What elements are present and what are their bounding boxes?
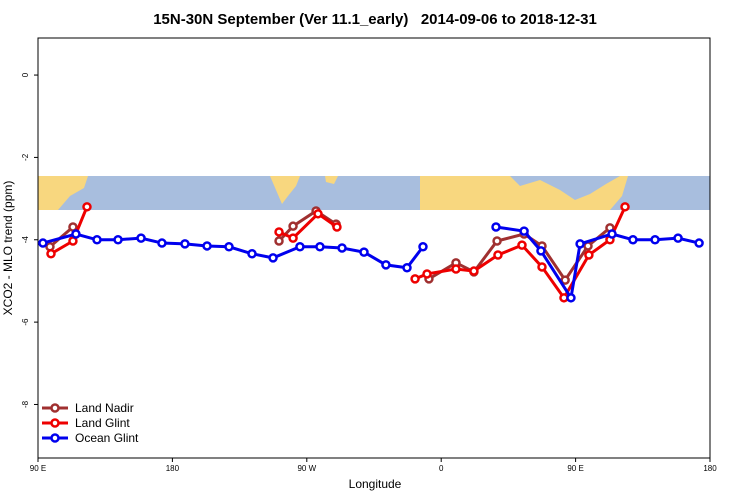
point bbox=[493, 250, 503, 260]
legend-marker bbox=[50, 433, 60, 443]
point bbox=[536, 246, 546, 256]
legend-marker bbox=[50, 418, 60, 428]
legend-label: Ocean Glint bbox=[75, 431, 139, 445]
point bbox=[519, 226, 529, 236]
point bbox=[274, 236, 284, 246]
x-tick-label: 180 bbox=[166, 464, 180, 473]
point bbox=[332, 222, 342, 232]
point bbox=[113, 235, 123, 245]
point bbox=[694, 238, 704, 248]
x-tick-label: 90 E bbox=[567, 464, 583, 473]
point bbox=[295, 242, 305, 252]
point bbox=[418, 242, 428, 252]
land bbox=[325, 176, 338, 184]
point bbox=[469, 266, 479, 276]
point bbox=[537, 262, 547, 272]
chart-title: 15N-30N September (Ver 11.1_early) 2014-… bbox=[153, 11, 597, 28]
point bbox=[517, 240, 527, 250]
land bbox=[420, 176, 628, 210]
legend-label: Land Nadir bbox=[75, 401, 134, 415]
x-tick-label: 90 E bbox=[30, 464, 46, 473]
point bbox=[650, 235, 660, 245]
y-axis-label: XCO2 - MLO trend (ppm) bbox=[1, 181, 15, 316]
map-band bbox=[38, 176, 710, 210]
point bbox=[560, 275, 570, 285]
y-tick-label: -6 bbox=[21, 318, 30, 326]
point bbox=[410, 274, 420, 284]
point bbox=[136, 233, 146, 243]
point bbox=[381, 260, 391, 270]
point bbox=[180, 239, 190, 249]
land bbox=[38, 176, 88, 210]
point bbox=[620, 202, 630, 212]
x-tick-label: 0 bbox=[439, 464, 444, 473]
x-tick-label: 180 bbox=[703, 464, 717, 473]
point bbox=[224, 242, 234, 252]
y-tick-label: -4 bbox=[21, 236, 30, 244]
point bbox=[247, 249, 257, 259]
point bbox=[584, 250, 594, 260]
point bbox=[628, 235, 638, 245]
point bbox=[157, 238, 167, 248]
point bbox=[202, 241, 212, 251]
legend-marker bbox=[50, 403, 60, 413]
point bbox=[491, 222, 501, 232]
point bbox=[422, 269, 432, 279]
point bbox=[268, 253, 278, 263]
point bbox=[359, 247, 369, 257]
y-tick-label: -8 bbox=[21, 400, 30, 408]
point bbox=[451, 264, 461, 274]
land bbox=[270, 176, 300, 204]
x-axis-label: Longitude bbox=[349, 477, 402, 491]
point bbox=[337, 243, 347, 253]
y-tick-label: 0 bbox=[21, 72, 30, 77]
point bbox=[288, 221, 298, 231]
legend-label: Land Glint bbox=[75, 416, 130, 430]
point bbox=[274, 227, 284, 237]
point bbox=[82, 202, 92, 212]
point bbox=[315, 242, 325, 252]
point bbox=[402, 263, 412, 273]
y-tick-label: -2 bbox=[21, 153, 30, 161]
point bbox=[575, 239, 585, 249]
point bbox=[38, 238, 48, 248]
point bbox=[71, 229, 81, 239]
point bbox=[288, 233, 298, 243]
x-tick-label: 90 W bbox=[297, 464, 316, 473]
plot-frame bbox=[37, 37, 711, 459]
point bbox=[46, 249, 56, 259]
point bbox=[566, 293, 576, 303]
point bbox=[92, 235, 102, 245]
point bbox=[492, 236, 502, 246]
point bbox=[607, 229, 617, 239]
point bbox=[673, 233, 683, 243]
point bbox=[313, 209, 323, 219]
